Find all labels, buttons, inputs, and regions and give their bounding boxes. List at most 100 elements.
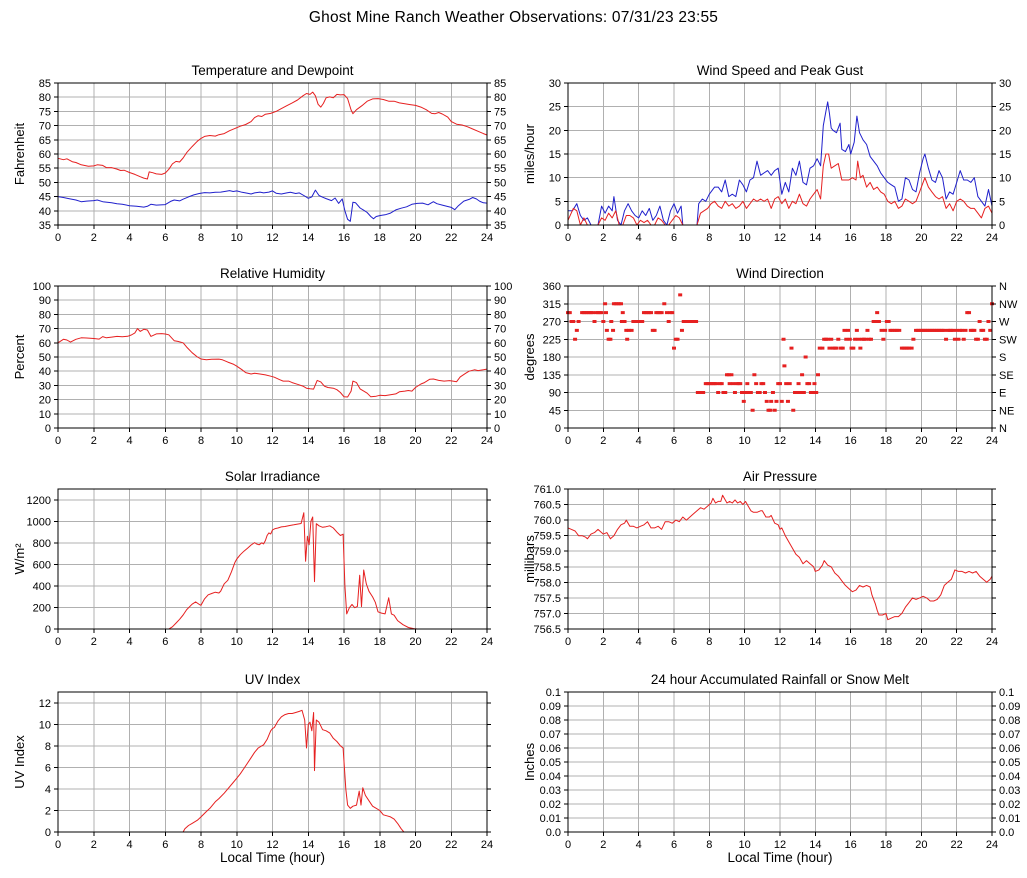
svg-text:0.09: 0.09 (540, 701, 561, 713)
svg-text:6: 6 (45, 762, 51, 774)
svg-text:55: 55 (494, 163, 506, 175)
svg-text:100: 100 (494, 281, 512, 293)
svg-text:20: 20 (409, 839, 421, 851)
svg-text:16: 16 (338, 435, 350, 447)
svg-text:20: 20 (915, 435, 927, 447)
svg-text:10: 10 (39, 719, 51, 731)
svg-text:12: 12 (774, 636, 786, 648)
svg-text:10: 10 (39, 409, 51, 421)
svg-text:70: 70 (494, 121, 506, 133)
svg-text:0: 0 (494, 423, 500, 435)
svg-text:0: 0 (55, 232, 61, 244)
svg-text:85: 85 (39, 78, 51, 90)
svg-text:4: 4 (636, 636, 642, 648)
svg-text:60: 60 (494, 338, 506, 350)
svg-text:0: 0 (55, 839, 61, 851)
svg-text:12: 12 (266, 636, 278, 648)
svg-text:80: 80 (494, 309, 506, 321)
svg-text:10: 10 (231, 839, 243, 851)
svg-text:0.08: 0.08 (999, 715, 1020, 727)
svg-text:20: 20 (409, 636, 421, 648)
page-title: Ghost Mine Ranch Weather Observations: 0… (308, 9, 719, 26)
svg-text:UV Index: UV Index (12, 735, 27, 789)
svg-text:50: 50 (494, 177, 506, 189)
svg-text:22: 22 (951, 232, 963, 244)
svg-text:758.5: 758.5 (533, 562, 561, 574)
svg-text:757.5: 757.5 (533, 593, 561, 605)
svg-text:10: 10 (739, 839, 751, 851)
svg-text:15: 15 (549, 149, 561, 161)
svg-text:70: 70 (494, 324, 506, 336)
svg-text:6: 6 (162, 636, 168, 648)
svg-text:45: 45 (549, 405, 561, 417)
svg-text:60: 60 (494, 149, 506, 161)
svg-text:0.08: 0.08 (540, 715, 561, 727)
svg-text:65: 65 (39, 135, 51, 147)
svg-text:70: 70 (39, 121, 51, 133)
svg-text:Temperature and Dewpoint: Temperature and Dewpoint (191, 63, 353, 78)
svg-text:14: 14 (809, 232, 821, 244)
svg-text:90: 90 (549, 388, 561, 400)
svg-text:10: 10 (739, 232, 751, 244)
svg-text:0.07: 0.07 (999, 729, 1020, 741)
svg-text:UV Index: UV Index (245, 672, 301, 687)
svg-text:6: 6 (162, 839, 168, 851)
svg-text:759.5: 759.5 (533, 531, 561, 543)
svg-text:NW: NW (999, 299, 1018, 311)
svg-text:18: 18 (374, 839, 386, 851)
svg-text:45: 45 (494, 192, 506, 204)
svg-text:80: 80 (39, 309, 51, 321)
svg-text:16: 16 (845, 232, 857, 244)
svg-text:Wind Speed and Peak Gust: Wind Speed and Peak Gust (697, 63, 864, 78)
svg-text:135: 135 (543, 370, 561, 382)
svg-text:24: 24 (481, 839, 493, 851)
svg-text:0.04: 0.04 (999, 771, 1020, 783)
svg-text:Local Time (hour): Local Time (hour) (220, 850, 325, 865)
svg-text:35: 35 (494, 220, 506, 232)
svg-text:14: 14 (302, 839, 314, 851)
svg-text:270: 270 (543, 317, 561, 329)
svg-text:24: 24 (986, 636, 998, 648)
svg-text:760.0: 760.0 (533, 515, 561, 527)
svg-text:Inches: Inches (522, 742, 537, 781)
svg-text:miles/hour: miles/hour (522, 123, 537, 184)
svg-text:20: 20 (549, 125, 561, 137)
svg-text:800: 800 (33, 538, 51, 550)
svg-text:15: 15 (999, 149, 1011, 161)
svg-text:14: 14 (302, 636, 314, 648)
svg-text:20: 20 (915, 636, 927, 648)
svg-text:2: 2 (91, 636, 97, 648)
svg-text:12: 12 (774, 435, 786, 447)
svg-text:22: 22 (951, 435, 963, 447)
svg-text:0.1: 0.1 (999, 687, 1014, 699)
svg-text:8: 8 (706, 636, 712, 648)
svg-text:Relative Humidity: Relative Humidity (220, 266, 325, 281)
svg-text:759.0: 759.0 (533, 546, 561, 558)
svg-text:18: 18 (880, 232, 892, 244)
svg-text:760.5: 760.5 (533, 500, 561, 512)
svg-text:30: 30 (39, 380, 51, 392)
svg-text:30: 30 (999, 78, 1011, 90)
svg-text:0: 0 (45, 827, 51, 839)
svg-text:100: 100 (33, 281, 51, 293)
svg-text:12: 12 (774, 232, 786, 244)
svg-text:8: 8 (706, 839, 712, 851)
svg-text:8: 8 (706, 232, 712, 244)
svg-text:10: 10 (739, 636, 751, 648)
svg-text:0.02: 0.02 (540, 799, 561, 811)
svg-text:Fahrenheit: Fahrenheit (12, 123, 27, 186)
svg-text:400: 400 (33, 581, 51, 593)
svg-text:SW: SW (999, 334, 1017, 346)
svg-text:20: 20 (409, 435, 421, 447)
svg-text:50: 50 (39, 352, 51, 364)
svg-text:25: 25 (549, 102, 561, 114)
svg-text:0.02: 0.02 (999, 799, 1020, 811)
svg-text:8: 8 (198, 839, 204, 851)
svg-text:65: 65 (494, 135, 506, 147)
svg-text:4: 4 (636, 839, 642, 851)
svg-text:22: 22 (951, 839, 963, 851)
